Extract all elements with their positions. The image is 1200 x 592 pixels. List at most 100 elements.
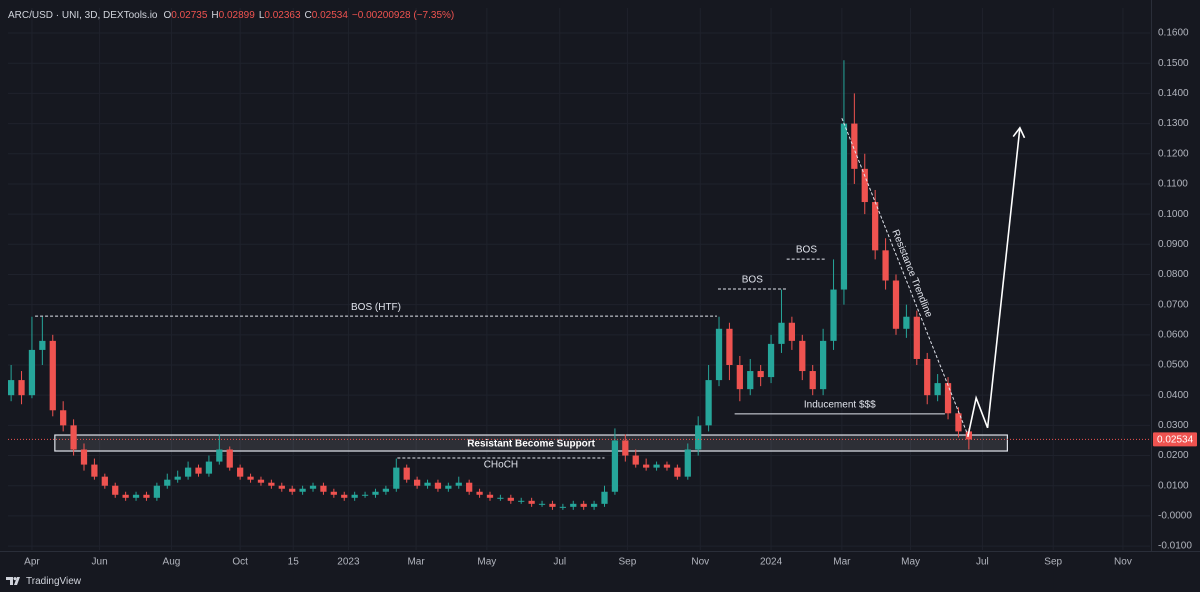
y-tick-label: 0.1200 — [1158, 148, 1189, 159]
quote-value: 0.02363 — [264, 10, 301, 21]
candle-body — [892, 280, 900, 329]
y-tick-label: 0.1600 — [1158, 28, 1189, 39]
candle-body — [434, 482, 442, 489]
candle-body — [570, 503, 577, 507]
level-label: BOS (HTF) — [351, 302, 401, 313]
x-tick-label: May — [901, 557, 920, 568]
level-label: BOS — [796, 245, 817, 256]
candle-body — [788, 322, 796, 341]
y-tick-label: 0.0500 — [1158, 360, 1189, 371]
candle-body — [476, 491, 483, 495]
candle-body — [132, 494, 140, 498]
candle-body — [205, 461, 213, 474]
y-tick-label: 0.0100 — [1158, 480, 1189, 491]
candle-body — [39, 340, 46, 350]
candle-body — [653, 464, 660, 468]
candle-body — [216, 449, 223, 462]
candle-body — [861, 168, 868, 203]
y-tick-label: -0.0000 — [1158, 511, 1192, 522]
candle-body — [924, 358, 931, 396]
candle-body — [91, 464, 98, 477]
candle-body — [445, 485, 452, 489]
candle-body — [112, 485, 119, 495]
brand-logo — [6, 577, 20, 585]
candle-body — [538, 503, 546, 505]
candle-body — [153, 485, 160, 498]
x-tick-label: Mar — [833, 557, 851, 568]
y-tick-label: 0.0800 — [1158, 269, 1189, 280]
candle-body — [247, 476, 254, 480]
level-label: CHoCH — [484, 460, 518, 471]
x-tick-label: Mar — [407, 557, 425, 568]
trendline — [841, 117, 969, 436]
candle-body — [559, 506, 566, 508]
candle-body — [28, 349, 36, 396]
brand-name: TradingView — [26, 576, 82, 587]
candle-body — [486, 494, 494, 498]
candle-body — [351, 494, 358, 498]
x-tick-label: Sep — [1044, 557, 1062, 568]
candle-body — [778, 322, 785, 344]
candle-body — [174, 476, 181, 480]
candle-body — [799, 340, 806, 372]
candle-body — [320, 485, 327, 492]
candle-body — [809, 371, 816, 390]
y-tick-label: 0.0700 — [1158, 299, 1189, 310]
x-tick-label: Apr — [24, 557, 40, 568]
candle-body — [632, 455, 639, 465]
y-tick-label: 0.0200 — [1158, 450, 1189, 461]
candle-body — [663, 464, 671, 468]
candle-body — [393, 467, 400, 489]
candle-body — [611, 440, 619, 492]
candle-body — [497, 497, 504, 499]
candle-body — [955, 413, 962, 432]
quote-value: 0.02534 — [312, 10, 349, 21]
candle-body — [934, 383, 941, 396]
candle-body — [60, 410, 67, 426]
x-tick-label: 15 — [288, 557, 300, 568]
candle-body — [622, 440, 629, 456]
candle-body — [767, 343, 775, 378]
x-tick-label: 2024 — [760, 557, 783, 568]
candle-body — [164, 479, 171, 486]
y-tick-label: -0.0100 — [1158, 541, 1192, 552]
candle-body — [882, 250, 889, 281]
candle-body — [80, 449, 88, 465]
candle-body — [455, 482, 462, 486]
candle-body — [872, 202, 879, 251]
candle-body — [466, 482, 473, 492]
quote-key: L — [259, 10, 265, 21]
candle-body — [268, 482, 275, 486]
candle-body — [913, 316, 920, 359]
candle-body — [736, 365, 743, 390]
projection-path — [967, 127, 1021, 437]
candle-body — [70, 425, 77, 450]
candle-body — [309, 485, 317, 489]
candle-body — [403, 467, 410, 480]
x-tick-label: Oct — [232, 557, 248, 568]
symbol: ARC/USD · UNI, 3D, DEXTools.io — [8, 10, 158, 21]
level-label: Inducement $$$ — [804, 400, 876, 411]
y-tick-label: 0.1000 — [1158, 209, 1189, 220]
candle-body — [528, 500, 535, 504]
candle-body — [830, 289, 837, 341]
logo-mark — [6, 577, 20, 585]
candle-body — [184, 467, 192, 477]
candle-body — [195, 467, 202, 474]
x-tick-label: Jul — [976, 557, 989, 568]
candle-body — [715, 328, 723, 381]
candle-body — [944, 383, 952, 414]
candle-body — [101, 476, 108, 486]
y-tick-label: 0.0300 — [1158, 420, 1189, 431]
quote-value: 0.02735 — [171, 10, 208, 21]
x-tick-label: Jun — [92, 557, 108, 568]
projection-arrowhead — [1012, 126, 1026, 139]
x-tick-label: Jul — [553, 557, 566, 568]
candle-body — [237, 467, 244, 477]
quote-key: O — [163, 10, 171, 21]
candle-body — [372, 491, 379, 495]
y-tick-label: 0.0900 — [1158, 239, 1189, 250]
candle-body — [289, 488, 296, 492]
